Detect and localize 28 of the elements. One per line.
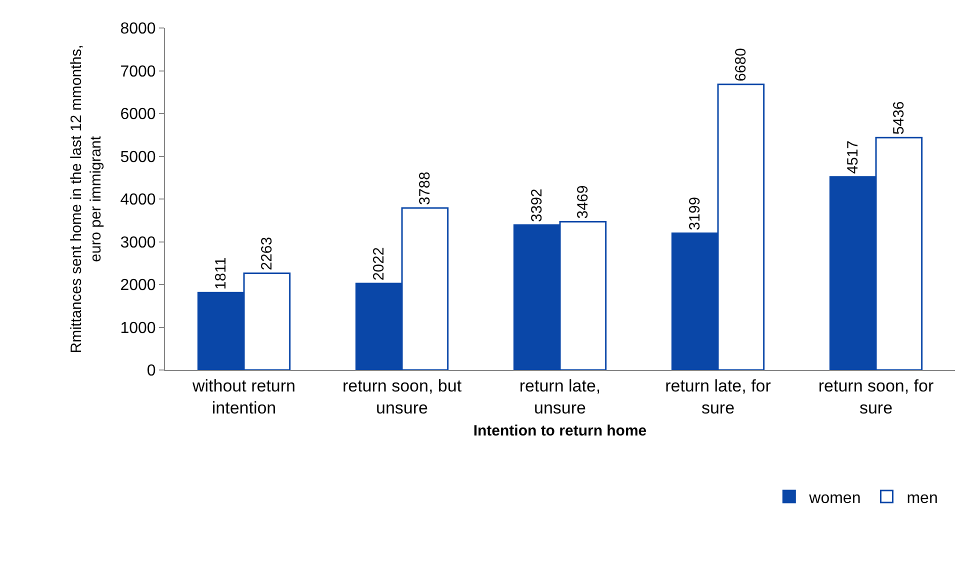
y-tick-label: 7000 (120, 63, 156, 80)
x-axis-title: Intention to return home (473, 422, 647, 440)
legend-label: women (808, 490, 861, 507)
x-tick-label: return soon, but unsure (342, 376, 462, 418)
y-tick-label: 0 (146, 362, 156, 380)
data-label: 3199 (686, 196, 704, 230)
data-label: 5436 (890, 101, 908, 135)
data-label: 3788 (416, 172, 434, 206)
y-tick-label: 3000 (120, 234, 156, 252)
data-label: 3469 (574, 185, 592, 219)
x-tick-label: return late, for sure (665, 376, 772, 418)
legend-label: men (906, 490, 938, 507)
data-label: 6680 (732, 48, 750, 82)
data-label: 4517 (844, 140, 862, 174)
y-axis-title: Rmittances sent home in the last 12 mmonths, euro per immigrant (68, 44, 104, 354)
data-label: 2263 (258, 236, 276, 270)
x-tick-label: return soon, for sure (818, 376, 934, 418)
data-label: 3392 (528, 188, 546, 222)
x-tick-label: return late, unsure (519, 376, 601, 418)
y-tick-label: 5000 (120, 148, 156, 166)
x-tick-label: without return intention (192, 376, 296, 418)
y-tick-label: 6000 (120, 106, 156, 124)
y-tick-label: 2000 (120, 277, 156, 294)
y-tick-label: 4000 (120, 192, 156, 209)
data-label: 2022 (370, 247, 388, 281)
y-tick-label: 1000 (120, 320, 156, 337)
y-tick-label: 8000 (120, 20, 156, 38)
data-label: 1811 (212, 257, 230, 290)
